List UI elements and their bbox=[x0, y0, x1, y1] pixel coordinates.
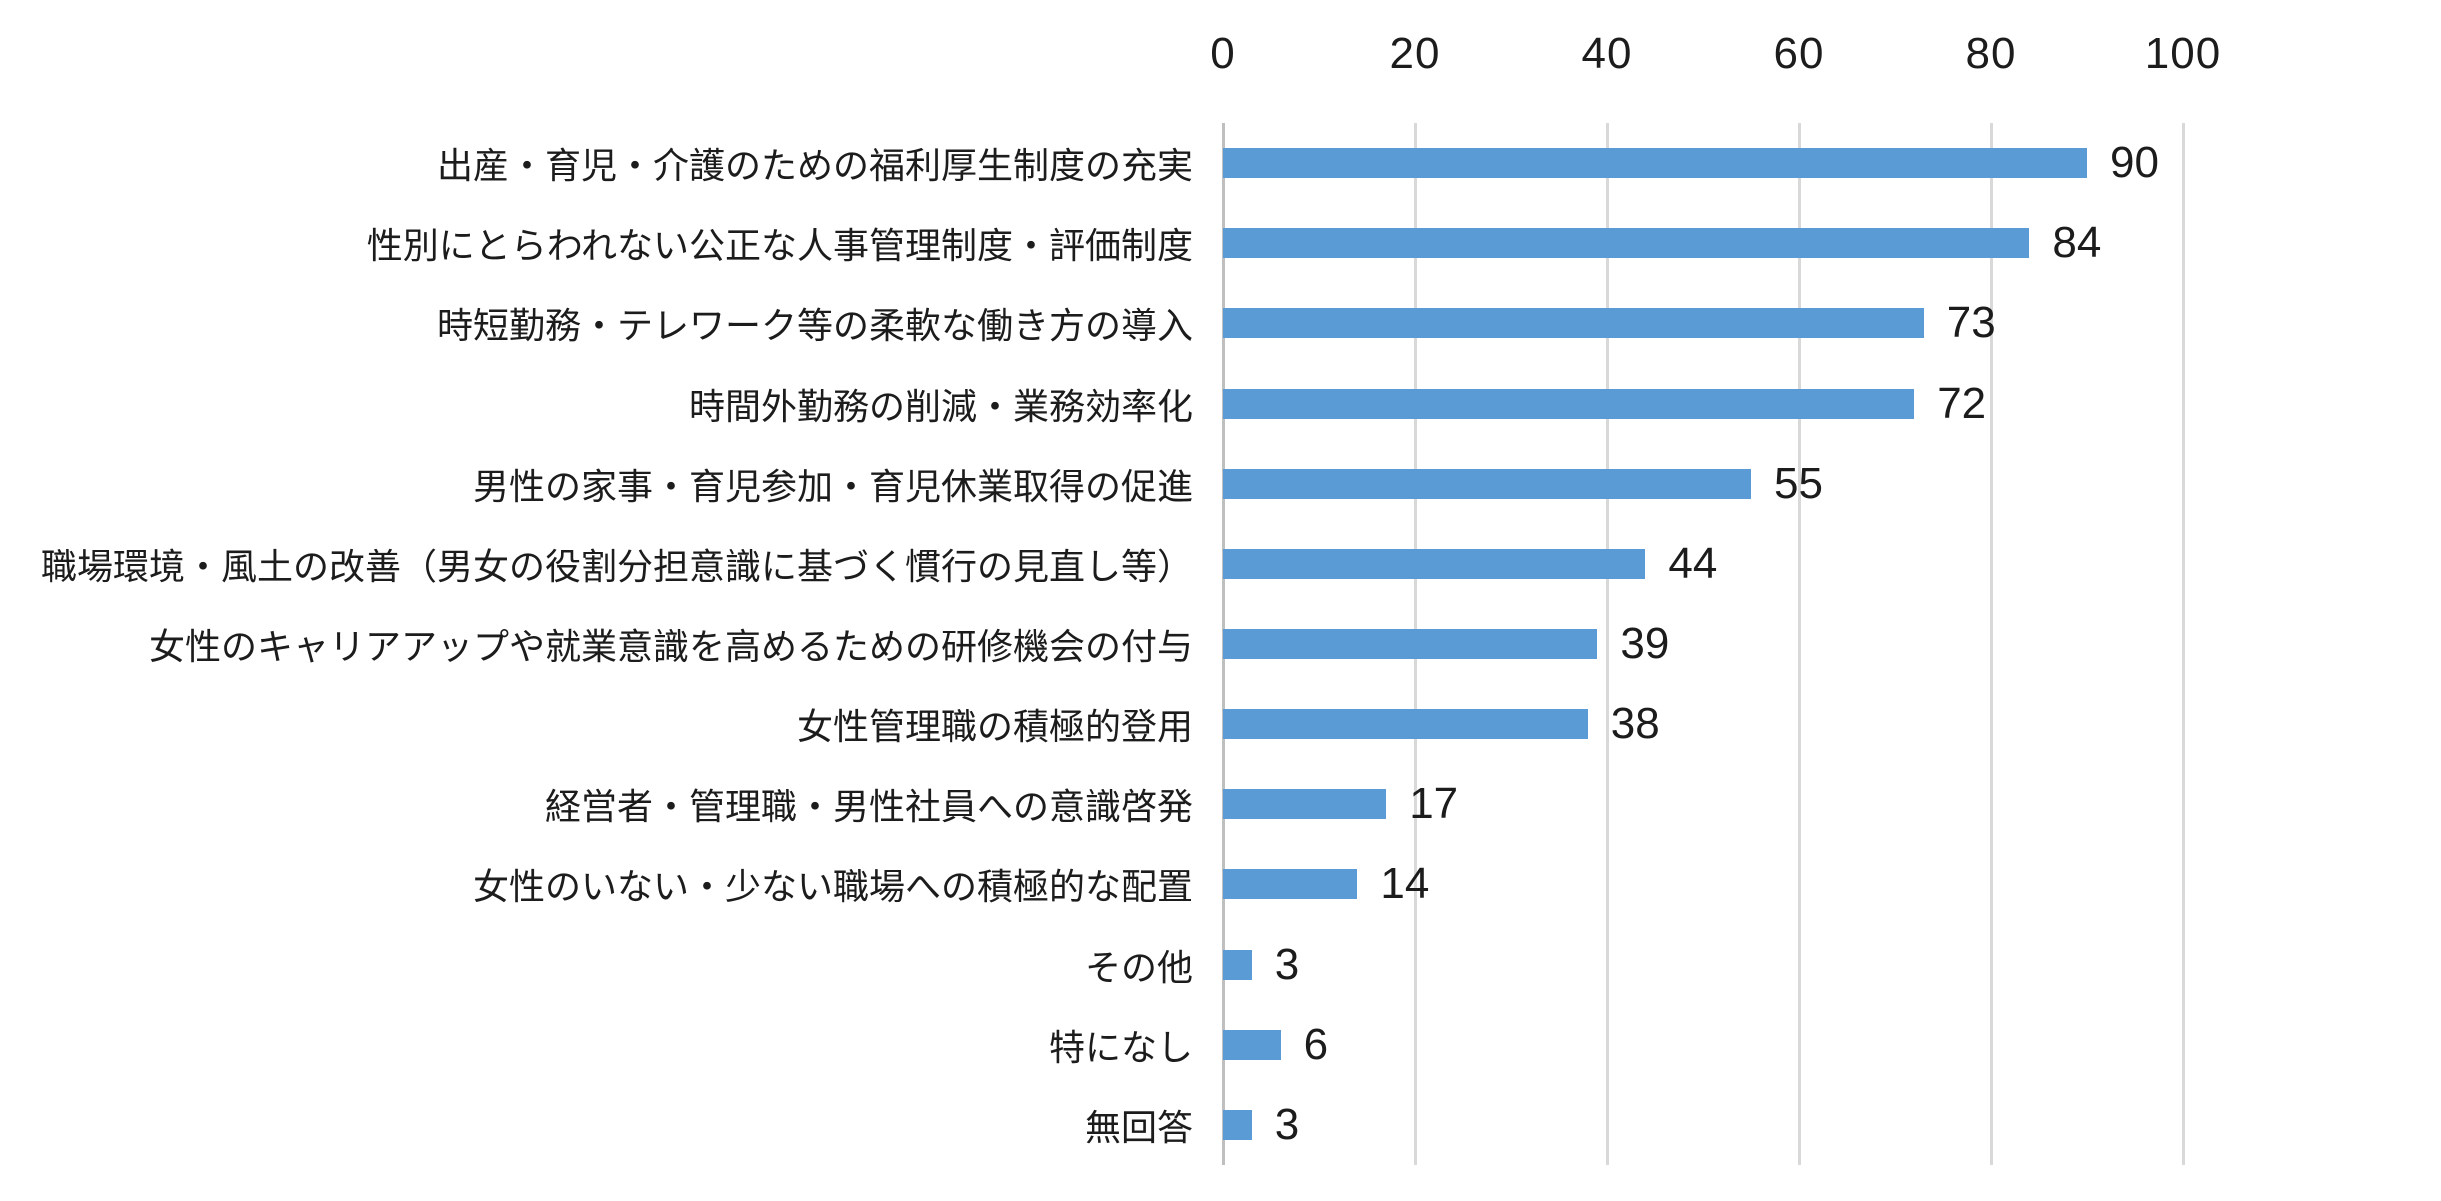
bar-row: 性別にとらわれない公正な人事管理制度・評価制度 84 bbox=[0, 203, 2441, 283]
bar bbox=[1223, 468, 1751, 499]
category-label: 時短勤務・テレワーク等の柔軟な働き方の導入 bbox=[436, 305, 1193, 347]
bar bbox=[1223, 228, 2030, 259]
bar-row: 無回答 3 bbox=[0, 1085, 2441, 1165]
bar-row: 女性管理職の積極的登用 38 bbox=[0, 684, 2441, 764]
bar-row: 女性のキャリアアップや就業意識を高めるための研修機会の付与 39 bbox=[0, 604, 2441, 684]
value-label: 6 bbox=[1303, 1019, 1329, 1069]
bar bbox=[1223, 548, 1646, 579]
bar-row: 職場環境・風土の改善（男女の役割分担意識に基づく慣行の見直し等） 44 bbox=[0, 524, 2441, 604]
bar bbox=[1223, 869, 1358, 900]
bar-row: 男性の家事・育児参加・育児休業取得の促進 55 bbox=[0, 444, 2441, 524]
category-label: 性別にとらわれない公正な人事管理制度・評価制度 bbox=[366, 225, 1193, 267]
bar bbox=[1223, 949, 1252, 980]
bar bbox=[1223, 1109, 1252, 1140]
value-label: 44 bbox=[1668, 538, 1718, 588]
value-label: 3 bbox=[1274, 939, 1300, 989]
category-label: 無回答 bbox=[1084, 1106, 1193, 1148]
bar-row: 特になし 6 bbox=[0, 1005, 2441, 1085]
value-label: 38 bbox=[1610, 699, 1660, 749]
gridline bbox=[1989, 123, 1993, 1165]
bar bbox=[1223, 148, 2087, 179]
bar bbox=[1223, 628, 1598, 659]
bar-row: 時短勤務・テレワーク等の柔軟な働き方の導入 73 bbox=[0, 283, 2441, 363]
x-axis-tick-label: 80 bbox=[1965, 29, 2017, 78]
bar-row: 出産・育児・介護のための福利厚生制度の充実 90 bbox=[0, 123, 2441, 203]
value-label: 3 bbox=[1274, 1099, 1300, 1149]
value-label: 17 bbox=[1409, 779, 1459, 829]
value-label: 73 bbox=[1946, 298, 1996, 348]
category-label: 特になし bbox=[1048, 1026, 1193, 1068]
category-label: 女性のいない・少ない職場への積極的な配置 bbox=[472, 866, 1193, 908]
category-label: 出産・育児・介護のための福利厚生制度の充実 bbox=[436, 145, 1193, 187]
bar bbox=[1223, 388, 1915, 419]
bar-row: その他 3 bbox=[0, 925, 2441, 1005]
category-label: 女性管理職の積極的登用 bbox=[796, 706, 1193, 748]
value-label: 84 bbox=[2052, 218, 2102, 268]
value-label: 14 bbox=[1380, 859, 1430, 909]
category-label: 職場環境・風土の改善（男女の役割分担意識に基づく慣行の見直し等） bbox=[40, 545, 1193, 587]
category-label: 時間外勤務の削減・業務効率化 bbox=[688, 385, 1193, 427]
bar bbox=[1223, 789, 1387, 820]
category-label: 男性の家事・育児参加・育児休業取得の促進 bbox=[472, 465, 1193, 507]
gridline bbox=[1797, 123, 1801, 1165]
bar-row: 女性のいない・少ない職場への積極的な配置 14 bbox=[0, 844, 2441, 924]
value-label: 39 bbox=[1620, 618, 1670, 668]
bar bbox=[1223, 1029, 1281, 1060]
category-label: その他 bbox=[1084, 946, 1193, 988]
gridline bbox=[2181, 123, 2185, 1165]
bar-row: 時間外勤務の削減・業務効率化 72 bbox=[0, 363, 2441, 443]
value-label: 72 bbox=[1937, 378, 1987, 428]
gridline bbox=[1605, 123, 1609, 1165]
x-axis-tick-label: 0 bbox=[1210, 29, 1236, 78]
category-label: 女性のキャリアアップや就業意識を高めるための研修機会の付与 bbox=[148, 625, 1193, 667]
value-label: 55 bbox=[1774, 458, 1823, 508]
bar bbox=[1223, 709, 1588, 740]
x-axis-tick-label: 100 bbox=[2144, 29, 2222, 78]
bar bbox=[1223, 308, 1924, 339]
category-label: 経営者・管理職・男性社員への意識啓発 bbox=[544, 786, 1193, 828]
x-axis-tick-label: 60 bbox=[1773, 29, 1825, 78]
value-label: 90 bbox=[2110, 138, 2159, 188]
x-axis-tick-label: 40 bbox=[1581, 29, 1633, 78]
bar-row: 経営者・管理職・男性社員への意識啓発 17 bbox=[0, 764, 2441, 844]
x-axis-tick-label: 20 bbox=[1389, 29, 1441, 78]
